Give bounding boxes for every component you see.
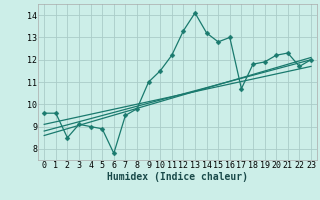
X-axis label: Humidex (Indice chaleur): Humidex (Indice chaleur) [107,172,248,182]
